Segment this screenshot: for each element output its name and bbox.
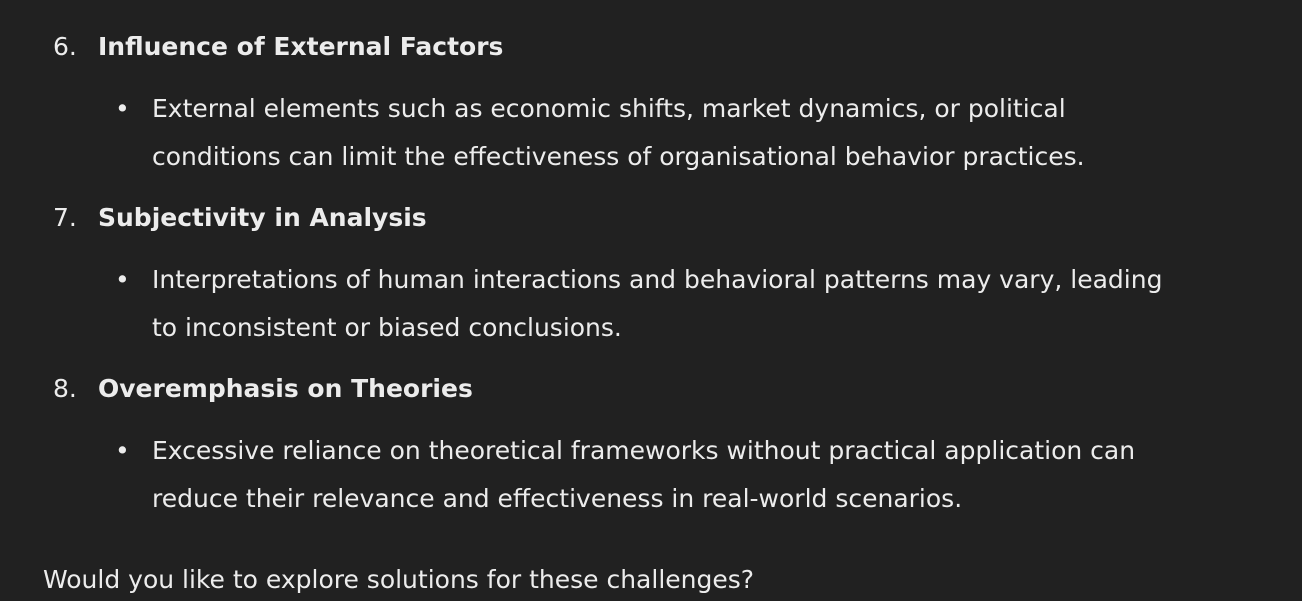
bullet-line: conditions can limit the effectiveness o… [152,142,1085,171]
bullet-text: Interpretations of human interactions an… [152,256,1272,352]
bullet-icon: • [115,265,130,294]
bullet-icon: • [115,94,130,123]
bullet-text: Excessive reliance on theoretical framew… [152,427,1272,523]
follow-up-question: Would you like to explore solutions for … [43,565,755,594]
list-heading: Overemphasis on Theories [98,374,473,403]
bullet-line: reduce their relevance and effectiveness… [152,484,963,513]
bullet-icon: • [115,436,130,465]
bullet-line: to inconsistent or biased conclusions. [152,313,622,342]
list-number: 7. [53,203,77,232]
bullet-line: External elements such as economic shift… [152,94,1066,123]
list-number: 6. [53,32,77,61]
bullet-line: Interpretations of human interactions an… [152,265,1163,294]
bullet-line: Excessive reliance on theoretical framew… [152,436,1136,465]
list-heading: Influence of External Factors [98,32,504,61]
list-heading: Subjectivity in Analysis [98,203,427,232]
bullet-text: External elements such as economic shift… [152,85,1272,181]
list-number: 8. [53,374,77,403]
